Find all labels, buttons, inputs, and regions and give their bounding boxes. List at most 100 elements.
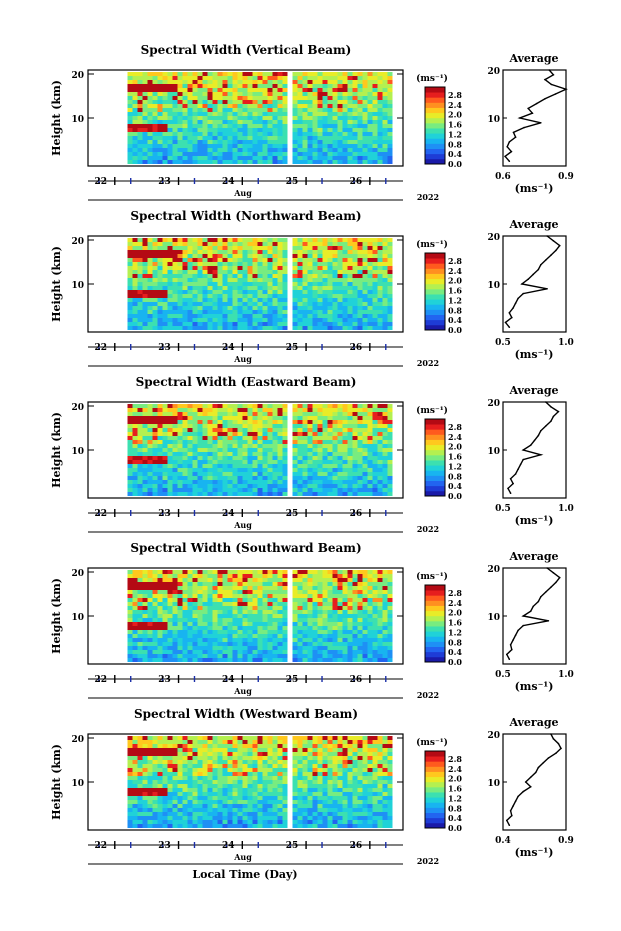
heatmap-cell (282, 108, 288, 112)
heatmap-cell (157, 602, 163, 606)
heatmap-cell (382, 84, 388, 88)
heatmap-cell (172, 298, 178, 302)
heatmap-cell (312, 650, 318, 654)
heatmap-cell (142, 412, 148, 416)
heatmap-cell (127, 92, 133, 96)
heatmap-cell (182, 456, 188, 460)
heatmap-cell (232, 270, 238, 274)
heatmap-cell (282, 634, 288, 638)
heatmap-cell (262, 242, 268, 246)
heatmap-cell (187, 298, 193, 302)
heatmap-cell (187, 96, 193, 100)
heatmap-cell (387, 92, 393, 96)
heatmap-cell (257, 484, 263, 488)
heatmap-cell (207, 606, 213, 610)
heatmap-cell (307, 464, 313, 468)
heatmap-cell (372, 298, 378, 302)
heatmap-cell (302, 88, 308, 92)
heatmap-cell (207, 460, 213, 464)
heatmap-cell (157, 492, 163, 496)
heatmap-cell (307, 468, 313, 472)
heatmap-cell (167, 156, 173, 160)
heatmap-cell (357, 278, 363, 282)
heatmap-cell (162, 578, 168, 582)
heatmap-cell (332, 602, 338, 606)
heatmap-cell (297, 144, 303, 148)
heatmap-cell (292, 100, 298, 104)
heatmap-cell (222, 488, 228, 492)
heatmap-cell (302, 258, 308, 262)
heatmap-cell (322, 570, 328, 574)
heatmap-cell (187, 448, 193, 452)
heatmap-cell (292, 642, 298, 646)
heatmap-cell (262, 80, 268, 84)
heatmap-cell (222, 432, 228, 436)
heatmap-cell (372, 278, 378, 282)
heatmap-cell (327, 314, 333, 318)
heatmap-cell (262, 622, 268, 626)
heatmap-cell (277, 88, 283, 92)
heatmap-cell (222, 274, 228, 278)
colorbar-segment (425, 299, 445, 305)
heatmap-cell (157, 310, 163, 314)
heatmap-cell (367, 80, 373, 84)
heatmap-cell (252, 148, 258, 152)
heatmap-cell (272, 424, 278, 428)
heatmap-cell (222, 314, 228, 318)
heatmap-cell (382, 452, 388, 456)
heatmap-cell (337, 488, 343, 492)
heatmap-cell (127, 140, 133, 144)
heatmap-cell (182, 630, 188, 634)
heatmap-cell (142, 634, 148, 638)
heatmap-cell (157, 112, 163, 116)
heatmap-cell (312, 428, 318, 432)
heatmap-cell (212, 310, 218, 314)
heatmap-cell (262, 638, 268, 642)
heatmap-cell (197, 432, 203, 436)
heatmap-cell (252, 594, 258, 598)
heatmap-cell (252, 326, 258, 330)
average-point (555, 249, 557, 252)
heatmap-cell (302, 116, 308, 120)
heatmap-cell (357, 468, 363, 472)
heatmap-cell (317, 646, 323, 650)
heatmap-cell (182, 144, 188, 148)
heatmap-cell (267, 404, 273, 408)
heatmap-cell (267, 238, 273, 242)
heatmap-cell (382, 152, 388, 156)
heatmap-cell (167, 578, 173, 582)
heatmap-cell (377, 120, 383, 124)
heatmap-cell (132, 250, 138, 254)
heatmap-cell (252, 242, 258, 246)
heatmap-cell (192, 642, 198, 646)
heatmap-cell (137, 444, 143, 448)
heatmap-cell (177, 574, 183, 578)
heatmap-cell (367, 570, 373, 574)
heatmap-cell (372, 310, 378, 314)
heatmap-cell (222, 242, 228, 246)
heatmap-cell (187, 262, 193, 266)
heatmap-cell (157, 404, 163, 408)
heatmap-cell (232, 594, 238, 598)
heatmap-cell (312, 120, 318, 124)
heatmap-cell (127, 278, 133, 282)
heatmap-cell (222, 72, 228, 76)
heatmap-cell (172, 258, 178, 262)
heatmap-cell (317, 92, 323, 96)
heatmap-cell (192, 80, 198, 84)
heatmap-cell (132, 412, 138, 416)
heatmap-cell (247, 238, 253, 242)
heatmap-cell (227, 92, 233, 96)
heatmap-cell (322, 84, 328, 88)
heatmap-cell (387, 322, 393, 326)
heatmap-cell (312, 420, 318, 424)
heatmap-cell (217, 148, 223, 152)
heatmap-cell (282, 80, 288, 84)
heatmap-cell (352, 88, 358, 92)
heatmap-cell (232, 488, 238, 492)
heatmap-cell (332, 428, 338, 432)
heatmap-cell (352, 92, 358, 96)
heatmap-cell (332, 412, 338, 416)
heatmap-cell (197, 452, 203, 456)
heatmap-cell (222, 618, 228, 622)
